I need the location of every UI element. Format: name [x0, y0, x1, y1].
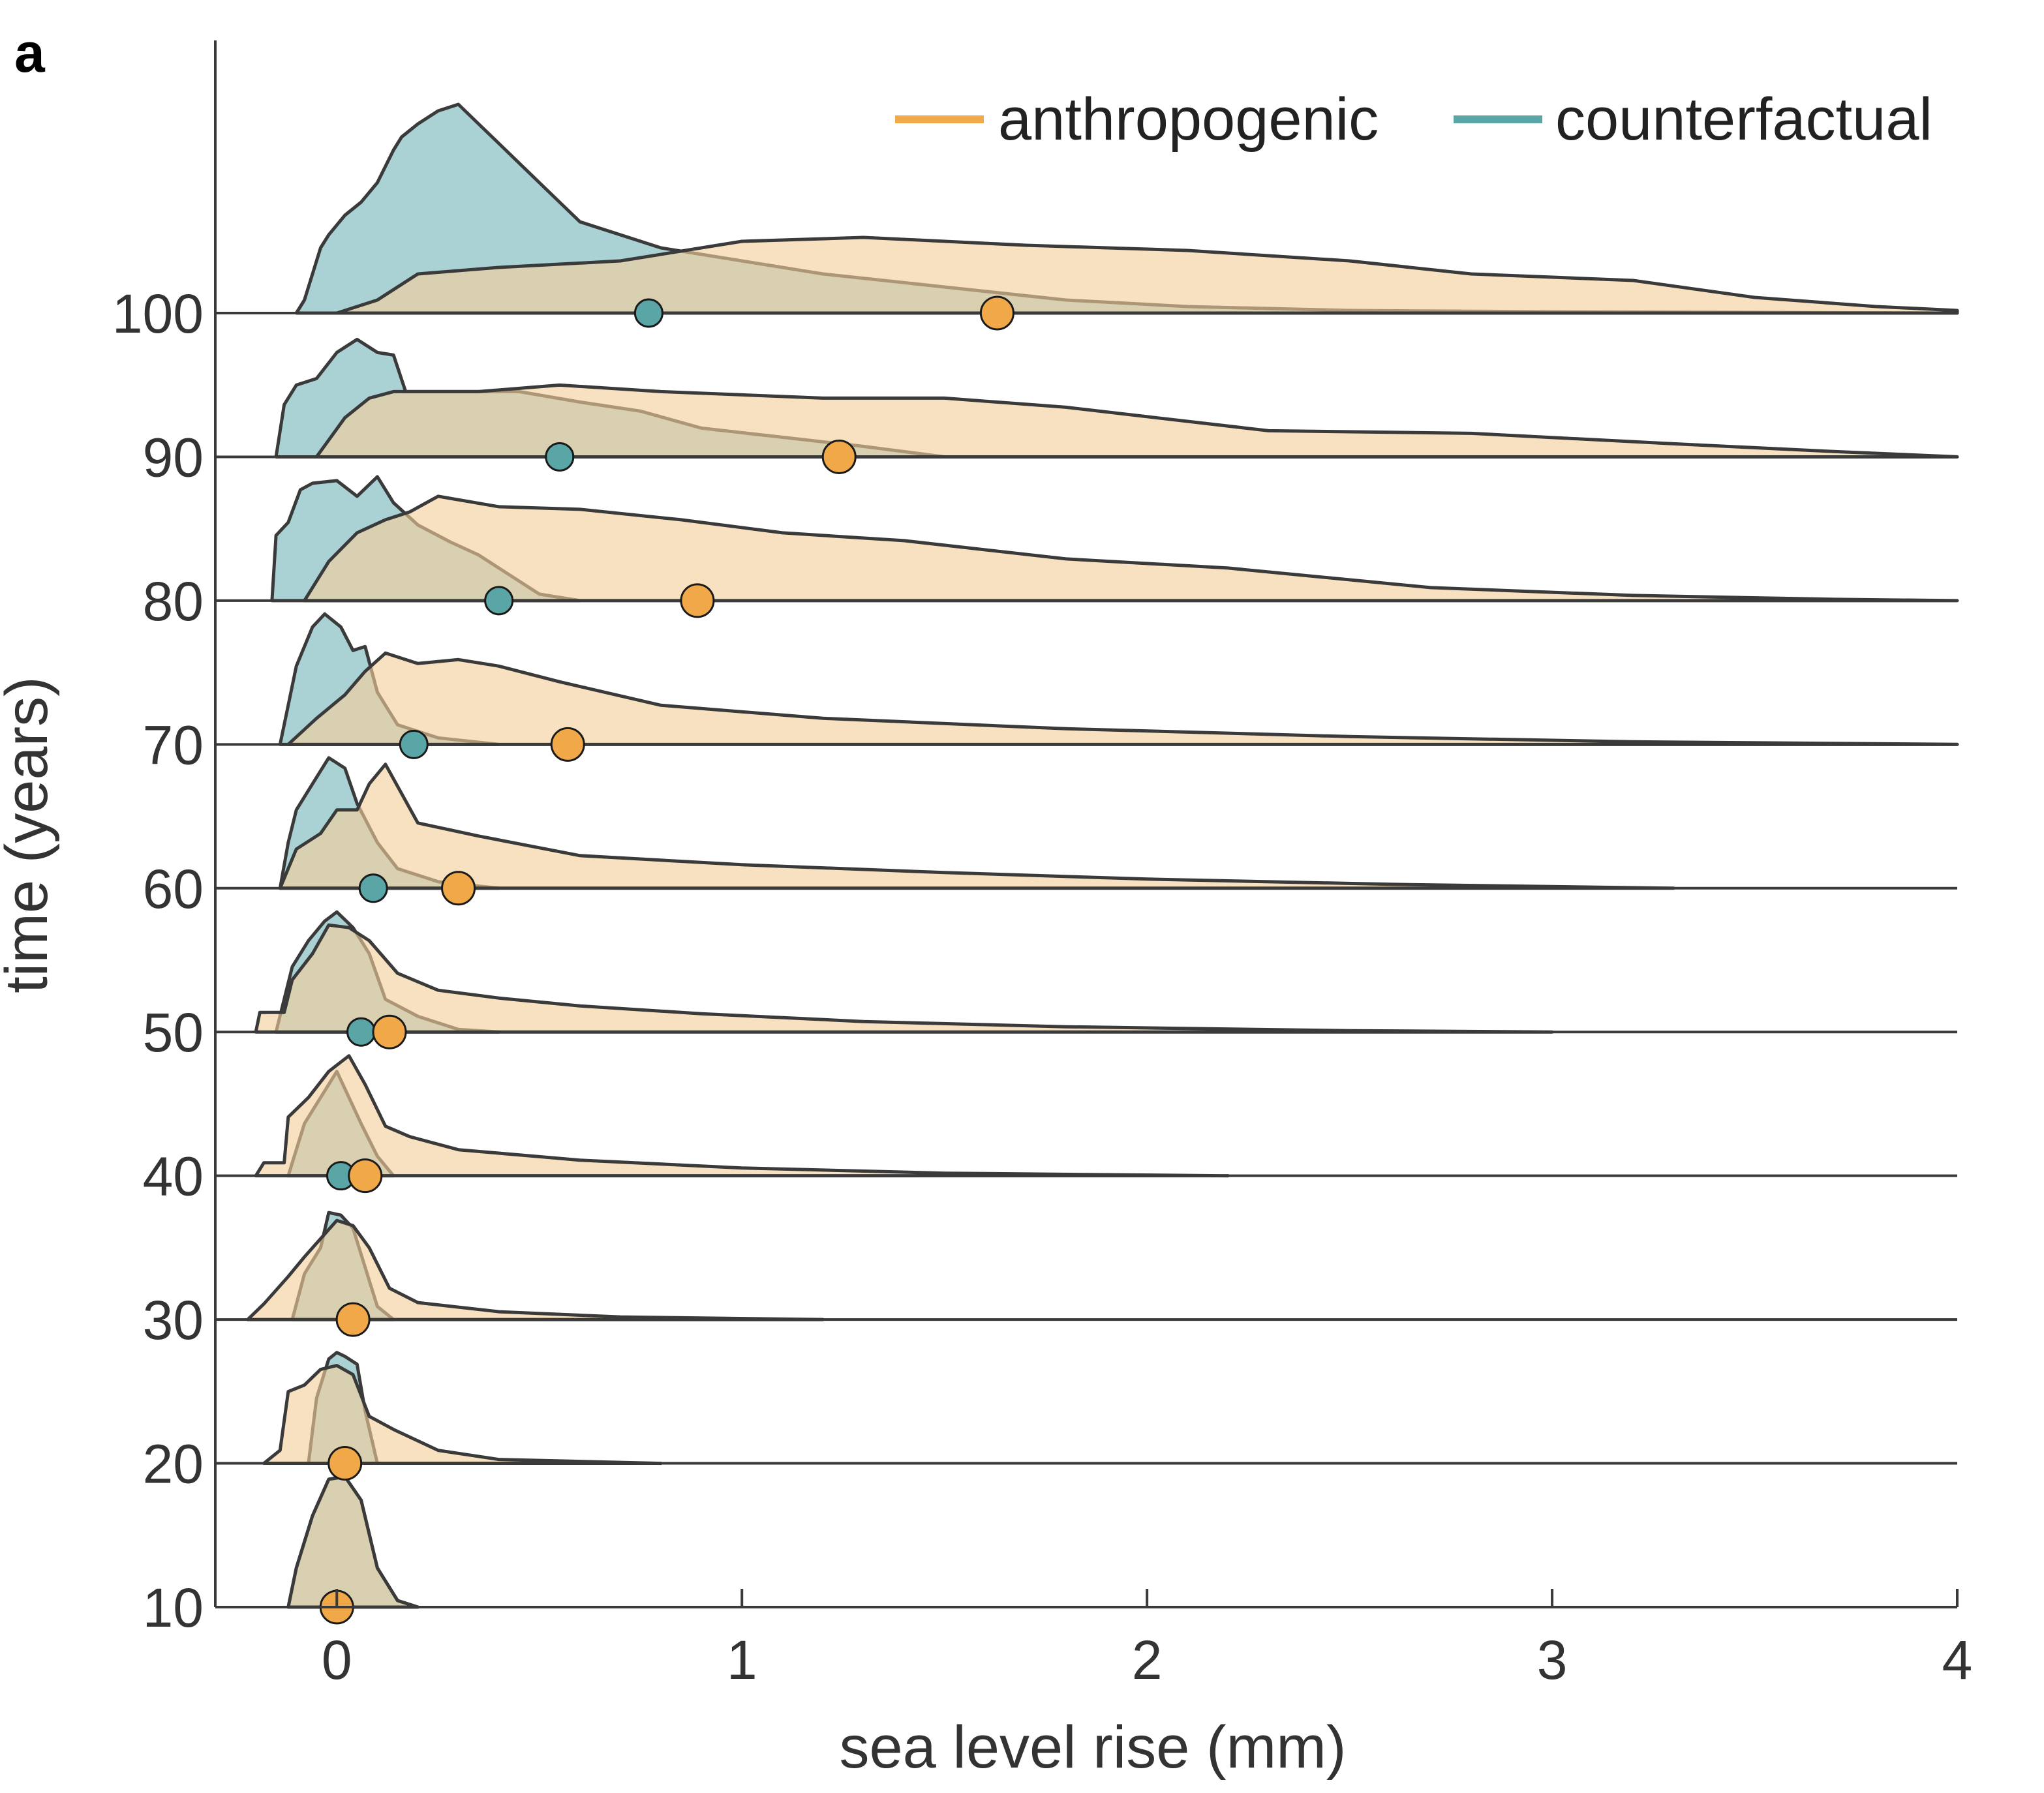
ridge-group-50	[254, 910, 1554, 1034]
ridge-group-40	[254, 1054, 1230, 1178]
mean-anthropogenic-90	[821, 439, 857, 474]
ridge-group-10	[286, 1475, 419, 1609]
ridge-group-100	[294, 102, 1959, 315]
y-tick-label-10: 10	[143, 1577, 204, 1638]
y-tick-label-90: 90	[143, 427, 204, 488]
y-tick-label-50: 50	[143, 1002, 204, 1063]
x-tick-label-4: 4	[1942, 1629, 1973, 1691]
y-tick-label-80: 80	[143, 571, 204, 632]
mean-counterfactual-60	[358, 873, 388, 903]
ridge-anthropogenic-40	[254, 1054, 1230, 1178]
legend: anthropogenic counterfactual	[895, 86, 1932, 153]
ridge-anthropogenic-70	[286, 651, 1959, 746]
x-axis-title: sea level rise (mm)	[839, 1714, 1346, 1781]
y-tick-label-100: 100	[112, 283, 204, 344]
ridge-anthropogenic-20	[262, 1364, 663, 1466]
mean-counterfactual-80	[484, 586, 514, 616]
y-tick-label-20: 20	[143, 1434, 204, 1495]
mean-anthropogenic-40	[348, 1158, 383, 1194]
y-tick-label-40: 40	[143, 1146, 204, 1207]
ridge-anthropogenic-10	[286, 1475, 419, 1609]
y-tick-label-70: 70	[143, 714, 204, 776]
y-axis-title: time (years)	[0, 676, 60, 993]
x-ticks: 0 1 2 3 4	[322, 1589, 1972, 1691]
legend-label-anthropogenic: anthropogenic	[998, 86, 1379, 153]
y-tick-label-60: 60	[143, 858, 204, 920]
mean-anthropogenic-60	[441, 871, 476, 906]
x-tick-label-0: 0	[322, 1629, 352, 1691]
axes	[214, 40, 1957, 1608]
ridge-group-30	[246, 1211, 825, 1321]
ridge-anthropogenic-30	[246, 1218, 825, 1321]
panel-label: a	[14, 22, 46, 83]
mean-counterfactual-70	[399, 729, 429, 759]
ridge-group-60	[278, 756, 1675, 890]
ridge-anthropogenic-80	[303, 494, 1959, 603]
y-tick-label-30: 30	[143, 1289, 204, 1351]
mean-anthropogenic-20	[328, 1446, 363, 1481]
ridge-group-90	[274, 337, 1959, 459]
y-ticks: 100 90 80 70 60 50 40 30 20 10	[112, 283, 204, 1638]
x-tick-label-2: 2	[1132, 1629, 1163, 1691]
ridge-anthropogenic-100	[335, 235, 1959, 315]
x-tick-label-3: 3	[1537, 1629, 1568, 1691]
legend-label-counterfactual: counterfactual	[1555, 86, 1932, 153]
ridges-layer	[246, 102, 1959, 1609]
mean-anthropogenic-100	[979, 295, 1014, 331]
mean-anthropogenic-50	[372, 1014, 407, 1049]
mean-anthropogenic-80	[680, 583, 715, 618]
ridge-anthropogenic-60	[278, 762, 1675, 890]
ridge-anthropogenic-50	[254, 923, 1554, 1034]
x-tick-label-1: 1	[727, 1629, 757, 1691]
ridge-group-20	[262, 1351, 663, 1466]
ridge-group-80	[270, 475, 1959, 603]
mean-anthropogenic-70	[550, 727, 585, 762]
mean-anthropogenic-30	[335, 1302, 371, 1337]
mean-markers-layer	[319, 295, 1014, 1625]
ridge-group-70	[278, 612, 1959, 746]
mean-counterfactual-50	[346, 1017, 376, 1047]
mean-counterfactual-90	[545, 442, 575, 472]
mean-counterfactual-100	[633, 298, 664, 328]
